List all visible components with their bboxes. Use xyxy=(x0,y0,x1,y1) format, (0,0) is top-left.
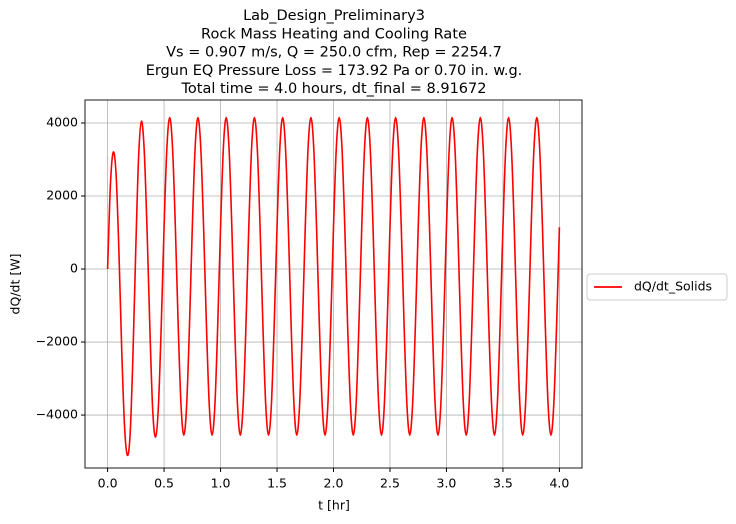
y-tick-label: 4000 xyxy=(46,115,78,130)
legend-label: dQ/dt_Solids xyxy=(634,279,712,294)
x-tick-label: 0.0 xyxy=(98,476,118,491)
chart-title: Total time = 4.0 hours, dt_final = 8.916… xyxy=(181,81,487,97)
chart-title: Vs = 0.907 m/s, Q = 250.0 cfm, Rep = 225… xyxy=(166,45,502,61)
title-block: Lab_Design_Preliminary3 Rock Mass Heating… xyxy=(146,8,523,97)
x-tick-label: 0.5 xyxy=(154,476,174,491)
series-line xyxy=(106,116,561,457)
x-tick-label: 3.0 xyxy=(437,476,457,491)
y-tick-label: −4000 xyxy=(36,407,78,422)
y-axis-label: dQ/dt [W] xyxy=(8,254,23,315)
chart-title: Lab_Design_Preliminary3 xyxy=(243,8,425,24)
x-tick-label: 3.5 xyxy=(493,476,513,491)
legend-box xyxy=(586,273,728,301)
y-tick-label: −2000 xyxy=(36,334,78,349)
plot-frame xyxy=(84,99,583,469)
x-tick-label: 4.0 xyxy=(549,476,569,491)
chart-title: Ergun EQ Pressure Loss = 173.92 Pa or 0.… xyxy=(146,63,523,79)
x-tick-label: 1.0 xyxy=(211,476,231,491)
chart-title: Rock Mass Heating and Cooling Rate xyxy=(201,26,467,42)
x-tick-label: 1.5 xyxy=(267,476,287,491)
y-tick-label: 2000 xyxy=(46,188,78,203)
x-tick-label: 2.0 xyxy=(324,476,344,491)
x-tick-label: 2.5 xyxy=(380,476,400,491)
x-axis-label: t [hr] xyxy=(318,498,350,513)
y-tick-label: 0 xyxy=(70,261,78,276)
